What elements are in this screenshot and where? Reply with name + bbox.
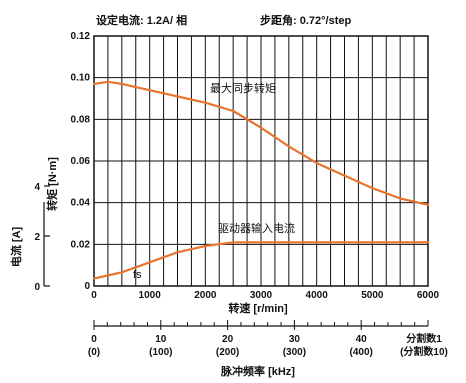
y-tick-label: 0.02 (71, 239, 91, 250)
fs-annotation: fs (133, 269, 142, 281)
x-tick-label: 4000 (306, 290, 329, 301)
y-tick-label: 0.04 (71, 198, 91, 209)
pulse-tick-sub-label: (200) (216, 347, 239, 358)
horizontal-gridlines (94, 77, 428, 245)
y-axis-label: 转矩 [N·m] (45, 157, 59, 211)
y-tick-label: 0 (84, 281, 90, 292)
current-tick-label: 0 (34, 282, 40, 293)
pulse-tick-label: 10 (155, 334, 167, 345)
pulse-tick-label: 20 (222, 334, 234, 345)
x-tick-label: 0 (91, 290, 97, 301)
torque-curve (92, 80, 430, 206)
x-tick-label: 6000 (417, 290, 440, 301)
y-tick-label: 0.08 (71, 114, 91, 125)
pulse-tick-label: 0 (91, 334, 97, 345)
series-layer (92, 80, 430, 280)
x-tick-label: 3000 (250, 290, 273, 301)
current-series-label: 驱动器输入电流 (218, 221, 295, 235)
x-tick-label: 5000 (361, 290, 384, 301)
y-tick-labels: 0 0.02 0.04 0.06 0.08 0.10 0.12 (71, 31, 91, 292)
pulse-end-label: 分割数1 (406, 332, 442, 345)
y-tick-label: 0.10 (71, 73, 91, 84)
pulse-axis-label: 脉冲频率 [kHz] (220, 364, 295, 378)
current-tick-labels: 0 2 4 (34, 182, 50, 293)
y-tick-label: 0.12 (71, 31, 91, 42)
pulse-tick-sub-label: (400) (350, 347, 373, 358)
pulse-ticks: 0 (0) 10 (100) 20 (200) 30 (300) 40 (400) (88, 320, 429, 358)
y-tick-label: 0.06 (71, 156, 91, 167)
pulse-tick-sub-label: (100) (149, 347, 172, 358)
pulse-tick-label: 40 (356, 334, 368, 345)
pulse-tick-sub-label: (0) (88, 347, 100, 358)
pulse-tick-sub-label: (300) (283, 347, 306, 358)
current-axis-label: 电流 [A] (9, 227, 23, 268)
pulse-end-sub-label: (分割数10) (400, 345, 448, 358)
x-tick-label: 1000 (139, 290, 162, 301)
x-tick-label: 2000 (194, 290, 217, 301)
torque-series-label: 最大同步转矩 (210, 81, 276, 95)
current-tick-label: 4 (34, 182, 40, 193)
pulse-tick-label: 30 (289, 334, 301, 345)
current-curve (92, 241, 430, 280)
current-tick-label: 2 (34, 232, 40, 243)
x-tick-labels: 0 1000 2000 3000 4000 5000 6000 (91, 290, 439, 301)
current-setting-text: 设定电流: 1.2A/ 相 (96, 13, 187, 27)
step-angle-text: 步距角: 0.72°/step (260, 13, 351, 27)
x-axis-label: 转速 [r/min] (228, 301, 288, 315)
